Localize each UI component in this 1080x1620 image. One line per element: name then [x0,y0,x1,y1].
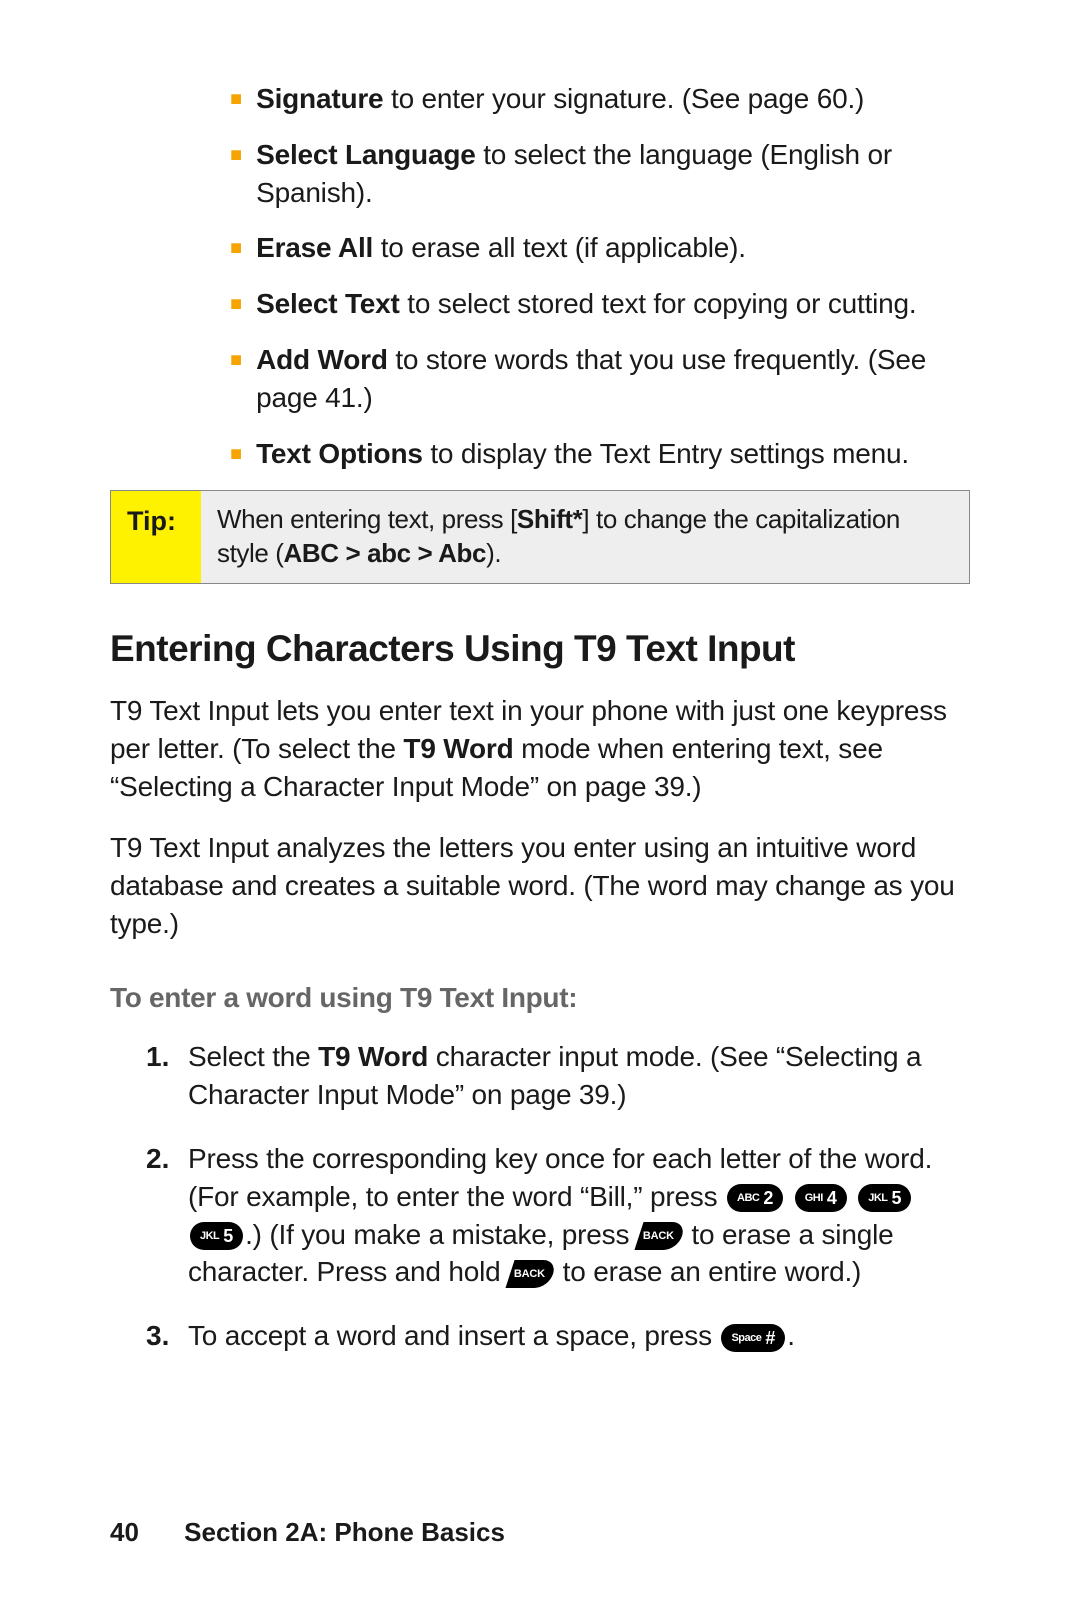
key-letters: JKL [868,1186,887,1210]
key-letters: GHI [805,1186,823,1210]
options-bullet-list: ■ Signature to enter your signature. (Se… [110,80,970,472]
key-digit: 5 [892,1186,902,1210]
bullet-bold: Signature [256,83,383,114]
bullet-text: Signature to enter your signature. (See … [256,80,960,118]
key-digit: 4 [827,1186,837,1210]
step-text-frag: . [787,1320,795,1351]
step-3: 3. To accept a word and insert a space, … [146,1317,970,1355]
bullet-item: ■ Text Options to display the Text Entry… [230,435,960,473]
bullet-bold: Text Options [256,438,423,469]
key-back-label: BACK [514,1267,545,1282]
bullet-bold: Select Language [256,139,476,170]
page-footer: 40 Section 2A: Phone Basics [110,1515,505,1550]
key-abc2-icon: ABC2 [727,1184,783,1212]
tip-callout: Tip: When entering text, press [Shift*] … [110,490,970,584]
step-number: 2. [146,1140,188,1291]
numbered-list: 1. Select the T9 Word character input mo… [110,1038,970,1355]
key-jkl5-icon: JKL 5 [858,1184,911,1212]
bullet-item: ■ Signature to enter your signature. (Se… [230,80,960,118]
step-text-frag: to erase an entire word.) [555,1256,861,1287]
bullet-bold: Select Text [256,288,400,319]
tip-text: ). [486,538,501,568]
bullet-item: ■ Erase All to erase all text (if applic… [230,229,960,267]
key-back-label: BACK [643,1229,674,1244]
bullet-marker-icon: ■ [230,441,242,473]
bullet-item: ■ Select Language to select the language… [230,136,960,212]
bullet-marker-icon: ■ [230,86,242,118]
bullet-marker-icon: ■ [230,142,242,212]
bullet-bold: Erase All [256,232,373,263]
tip-text: When entering text, press [ [217,504,517,534]
step-text: Press the corresponding key once for eac… [188,1140,970,1291]
tip-label: Tip: [111,491,201,583]
step-2: 2. Press the corresponding key once for … [146,1140,970,1291]
step-text-frag: .) (If you make a mistake, press [245,1219,637,1250]
bullet-item: ■ Add Word to store words that you use f… [230,341,960,417]
key-jkl5-icon: JKL5 [190,1222,243,1250]
step-text: Select the T9 Word character input mode.… [188,1038,970,1114]
key-digit: 2 [763,1186,773,1210]
key-letters: ABC [737,1186,759,1210]
page-number: 40 [110,1517,139,1547]
key-letters: JKL [200,1224,219,1248]
bullet-text: Erase All to erase all text (if applicab… [256,229,960,267]
bullet-bold: Add Word [256,344,388,375]
key-letters: Space [731,1326,761,1350]
bullet-marker-icon: ■ [230,291,242,323]
page-content: ■ Signature to enter your signature. (Se… [0,0,1080,1355]
bullet-rest: to select stored text for copying or cut… [400,288,917,319]
step-text: To accept a word and insert a space, pre… [188,1317,970,1355]
procedure-heading: To enter a word using T9 Text Input: [110,979,970,1017]
tip-shift-key: Shift* [517,504,582,534]
paragraph-2: T9 Text Input analyzes the letters you e… [110,829,970,942]
key-space-icon: Space# [721,1324,785,1352]
key-back-icon: BACK [634,1222,686,1250]
bullet-marker-icon: ■ [230,347,242,417]
tip-cycle: ABC > abc > Abc [284,538,487,568]
step-bold: T9 Word [318,1041,428,1072]
bullet-rest: to erase all text (if applicable). [373,232,746,263]
bullet-item: ■ Select Text to select stored text for … [230,285,960,323]
section-heading: Entering Characters Using T9 Text Input [110,624,970,674]
key-digit: 5 [223,1224,233,1248]
step-number: 3. [146,1317,188,1355]
para-bold: T9 Word [403,733,513,764]
bullet-text: Text Options to display the Text Entry s… [256,435,960,473]
key-digit: # [765,1326,775,1350]
paragraph-1: T9 Text Input lets you enter text in you… [110,692,970,805]
bullet-text: Select Language to select the language (… [256,136,960,212]
key-back-icon: BACK [506,1260,558,1288]
step-text-frag: Select the [188,1041,318,1072]
key-ghi4-icon: GHI4 [795,1184,847,1212]
tip-body: When entering text, press [Shift*] to ch… [201,491,969,583]
step-text-frag: To accept a word and insert a space, pre… [188,1320,719,1351]
bullet-rest: to enter your signature. (See page 60.) [383,83,864,114]
step-1: 1. Select the T9 Word character input mo… [146,1038,970,1114]
section-label: Section 2A: Phone Basics [184,1517,505,1547]
bullet-marker-icon: ■ [230,235,242,267]
bullet-rest: to display the Text Entry settings menu. [423,438,909,469]
bullet-text: Select Text to select stored text for co… [256,285,960,323]
bullet-text: Add Word to store words that you use fre… [256,341,960,417]
step-number: 1. [146,1038,188,1114]
